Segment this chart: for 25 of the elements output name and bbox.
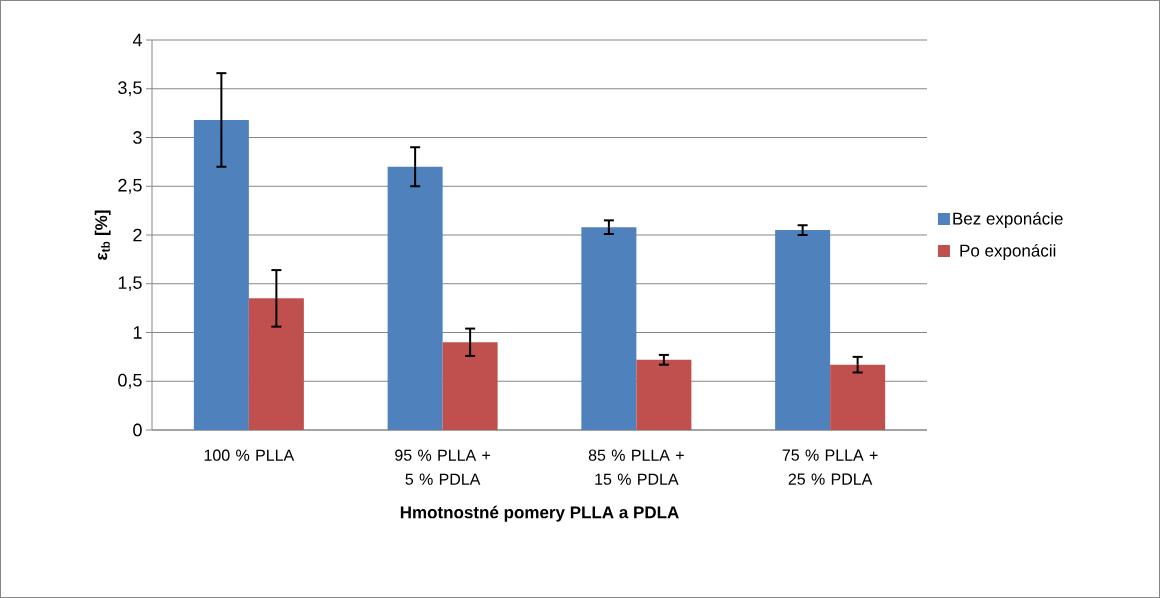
x-tick-label: 75 % PLLA + 25 % PDLA	[782, 449, 878, 485]
bar	[193, 119, 249, 430]
y-tick-label: 3,5	[118, 81, 142, 97]
y-tick-label: 2	[133, 228, 142, 242]
x-tick-label: 95 % PLLA + 5 % PDLA	[395, 449, 491, 485]
legend-label: Po exponácii	[960, 244, 1056, 261]
y-tick-label: 1,5	[118, 276, 142, 292]
bar	[387, 166, 443, 430]
x-tick-label: 100 % PLLA	[204, 449, 295, 461]
y-tick-label: 3	[133, 131, 142, 144]
y-tick-label: 1	[133, 326, 142, 339]
x-axis-title: Hmotnostné pomery PLLA a PDLA	[400, 505, 679, 522]
y-tick-label: 4	[132, 33, 142, 47]
bar	[775, 230, 831, 430]
bar	[442, 342, 498, 430]
y-tick-label: 2,5	[118, 178, 142, 194]
bar	[581, 227, 637, 430]
bar	[636, 359, 692, 430]
bar	[248, 298, 304, 430]
x-tick-label: 85 % PLLA + 15 % PDLA	[588, 449, 684, 485]
y-tick-label: 0	[133, 423, 142, 437]
legend-label: Bez exponácie	[953, 211, 1063, 229]
y-axis-title: ε$_{tb}$ [%]	[94, 210, 111, 260]
bar	[830, 364, 886, 430]
y-tick-label: 0,5	[118, 373, 142, 389]
